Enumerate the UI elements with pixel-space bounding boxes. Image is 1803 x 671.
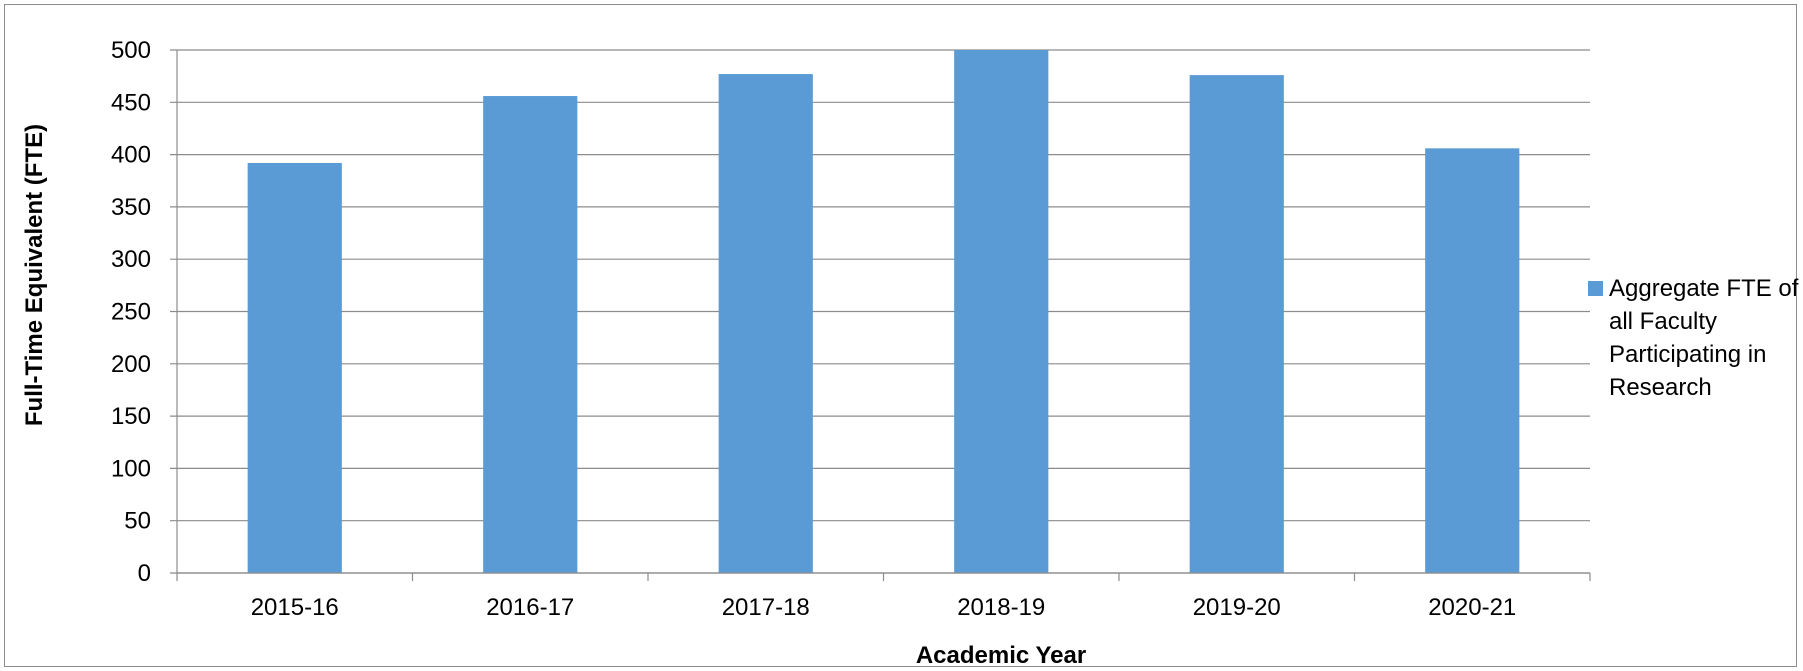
y-tick-label: 500 <box>111 37 151 64</box>
x-tick-label: 2019-20 <box>1193 594 1281 621</box>
x-tick-label: 2015-16 <box>251 594 339 621</box>
bar-2018-19 <box>954 50 1049 573</box>
legend-label: Aggregate FTE of all Faculty Participati… <box>1609 275 1799 401</box>
x-tick-label: 2020-21 <box>1428 594 1516 621</box>
gridlines <box>170 49 1590 574</box>
y-tick-label: 450 <box>111 89 151 116</box>
bar-2015-16 <box>247 162 342 573</box>
bars <box>247 50 1520 574</box>
y-tick-label: 400 <box>111 142 151 169</box>
axes <box>176 50 1591 581</box>
y-tick-label: 200 <box>111 351 151 378</box>
x-tick-label: 2016-17 <box>486 594 574 621</box>
x-tick-label: 2017-18 <box>722 594 810 621</box>
legend-swatch <box>1588 281 1603 296</box>
y-tick-label: 150 <box>111 403 151 430</box>
bar-2019-20 <box>1189 75 1284 573</box>
x-tick-labels: 2015-16 2016-17 2017-18 2018-19 2019-20 2020-… <box>251 594 1517 621</box>
bar-2016-17 <box>483 96 578 574</box>
y-tick-label: 50 <box>124 508 151 535</box>
x-axis-title: Academic Year <box>916 642 1086 669</box>
y-tick-label: 300 <box>111 246 151 273</box>
bar-2020-21 <box>1425 148 1520 573</box>
y-tick-label: 0 <box>138 560 151 587</box>
y-tick-label: 250 <box>111 299 151 326</box>
y-axis-title: Full-Time Equivalent (FTE) <box>21 124 48 426</box>
bar-2017-18 <box>718 74 813 574</box>
y-tick-label: 100 <box>111 455 151 482</box>
y-tick-label: 350 <box>111 194 151 221</box>
x-tick-label: 2018-19 <box>957 594 1045 621</box>
y-tick-labels: 0 50 100 150 200 250 300 350 400 450 500 <box>111 37 151 587</box>
